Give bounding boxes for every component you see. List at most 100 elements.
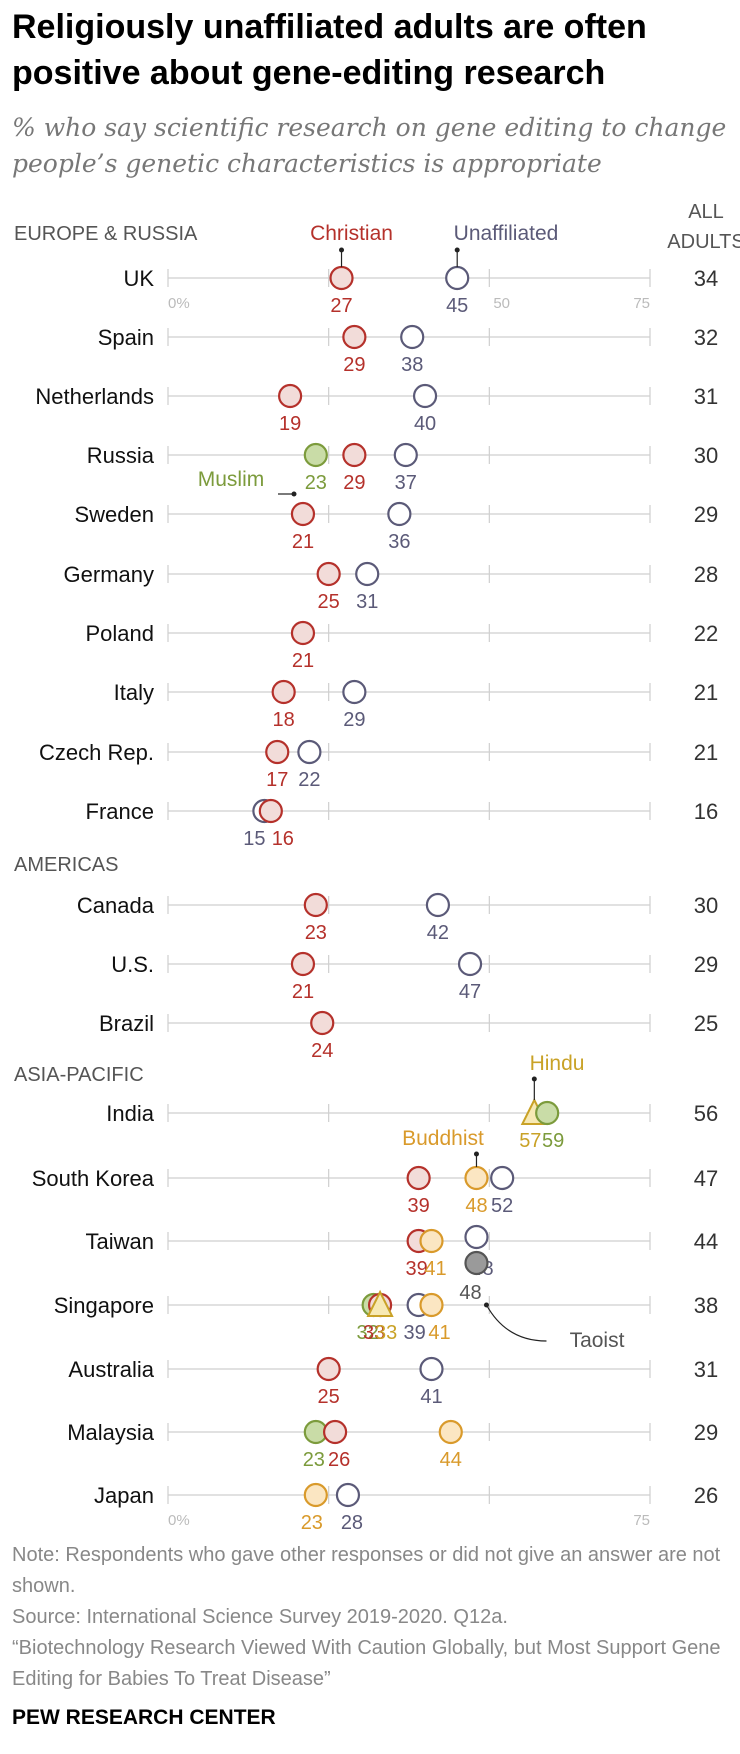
unaffiliated-marker bbox=[387, 501, 412, 527]
row-japan: Japan 26 23 28 0% 75 bbox=[94, 1482, 718, 1534]
christian-marker bbox=[290, 620, 316, 646]
row-india: India 56 57 59 bbox=[106, 1097, 718, 1152]
buddhist-marker bbox=[419, 1228, 444, 1254]
christian-value-label: 25 bbox=[318, 591, 340, 613]
axis-tick-label-50: 50 bbox=[493, 295, 510, 312]
country-label: Czech Rep. bbox=[39, 740, 154, 765]
christian-value-label: 18 bbox=[273, 709, 295, 731]
unaffiliated-marker bbox=[335, 1482, 361, 1508]
row-canada: Canada 30 23 42 bbox=[77, 892, 718, 944]
christian-marker bbox=[322, 1419, 348, 1445]
buddhist-value-label: 48 bbox=[465, 1195, 487, 1217]
all-adults-header-line2: ADULTS bbox=[667, 231, 740, 253]
all-adults-value: 21 bbox=[694, 740, 718, 765]
chart-title: Religiously unaffiliated adults are ofte… bbox=[12, 8, 647, 92]
buddhist-marker bbox=[303, 1482, 328, 1508]
legend-hindu-dot bbox=[531, 1076, 537, 1082]
christian-value-label: 21 bbox=[292, 531, 314, 553]
christian-marker bbox=[258, 798, 283, 824]
buddhist-value-label: 23 bbox=[301, 1512, 323, 1534]
all-adults-value: 29 bbox=[694, 952, 718, 977]
row-italy: Italy 21 18 29 bbox=[114, 679, 718, 731]
row-netherlands: Netherlands 31 19 40 bbox=[35, 383, 718, 435]
buddhist-value-label: 41 bbox=[428, 1322, 450, 1344]
legend-unaffiliated: Unaffiliated bbox=[454, 222, 559, 245]
row-u-s: U.S. 29 21 47 bbox=[111, 951, 718, 1003]
christian-value-label: 29 bbox=[343, 472, 365, 494]
all-adults-value: 30 bbox=[694, 893, 718, 918]
all-adults-value: 32 bbox=[694, 325, 718, 350]
row-malaysia: Malaysia 29 23 26 44 bbox=[67, 1419, 718, 1471]
muslim-marker bbox=[535, 1100, 560, 1126]
country-label: Australia bbox=[68, 1357, 154, 1382]
unaffiliated-value-label: 31 bbox=[356, 591, 378, 613]
taoist-value-label: 48 bbox=[459, 1282, 481, 1304]
buddhist-marker bbox=[438, 1419, 463, 1445]
country-label: Japan bbox=[94, 1483, 154, 1508]
chart-subtitle: % who say scientific research on gene ed… bbox=[12, 113, 727, 178]
source-text: Source: International Science Survey 201… bbox=[12, 1606, 508, 1628]
unaffiliated-value-label: 38 bbox=[401, 354, 423, 376]
muslim-value-label: 23 bbox=[305, 472, 327, 494]
legend-christian-dot bbox=[339, 247, 345, 253]
christian-marker bbox=[310, 1010, 335, 1036]
christian-value-label: 29 bbox=[343, 354, 365, 376]
unaffiliated-value-label: 52 bbox=[491, 1195, 513, 1217]
group-label-asia-pacific: ASIA-PACIFIC bbox=[14, 1064, 144, 1086]
unaffiliated-marker bbox=[419, 1356, 444, 1382]
country-label: Singapore bbox=[54, 1293, 154, 1318]
christian-marker bbox=[303, 892, 328, 918]
legend-muslim: Muslim bbox=[198, 468, 265, 491]
country-label: Russia bbox=[87, 443, 155, 468]
row-australia: Australia 31 25 41 bbox=[68, 1356, 718, 1408]
all-adults-value: 56 bbox=[694, 1101, 718, 1126]
all-adults-value: 44 bbox=[694, 1229, 718, 1254]
row-spain: Spain 32 29 38 bbox=[98, 324, 718, 376]
christian-marker bbox=[271, 679, 296, 705]
unaffiliated-marker bbox=[297, 739, 322, 765]
note-text: Note: Respondents who gave other respons… bbox=[12, 1544, 721, 1597]
christian-marker bbox=[329, 265, 354, 291]
christian-value-label: 21 bbox=[292, 650, 314, 672]
country-label: Brazil bbox=[99, 1011, 154, 1036]
christian-value-label: 27 bbox=[330, 295, 352, 317]
row-czech-rep: Czech Rep. 21 17 22 bbox=[39, 739, 718, 791]
legend-buddhist-dot bbox=[473, 1151, 479, 1157]
unaffiliated-marker bbox=[457, 951, 483, 977]
all-adults-value: 31 bbox=[694, 1357, 718, 1382]
footnotes: Note: Respondents who gave other respons… bbox=[12, 1540, 728, 1695]
axis-tick-label-0: 0% bbox=[168, 295, 190, 312]
country-label: Poland bbox=[85, 621, 154, 646]
christian-value-label: 25 bbox=[318, 1386, 340, 1408]
unaffiliated-value-label: 40 bbox=[414, 413, 436, 435]
christian-marker bbox=[278, 383, 303, 409]
muslim-value-label: 32 bbox=[357, 1322, 379, 1344]
christian-value-label: 21 bbox=[292, 981, 314, 1003]
christian-marker bbox=[265, 739, 290, 765]
unaffiliated-marker bbox=[393, 442, 418, 468]
all-adults-value: 47 bbox=[694, 1166, 718, 1191]
country-label: Netherlands bbox=[35, 384, 154, 409]
unaffiliated-value-label: 41 bbox=[420, 1386, 442, 1408]
legend-hindu: Hindu bbox=[530, 1052, 585, 1075]
report-title-text: “Biotechnology Research Viewed With Caut… bbox=[12, 1637, 721, 1690]
christian-value-label: 39 bbox=[406, 1258, 428, 1280]
country-label: India bbox=[106, 1101, 154, 1126]
unaffiliated-value-label: 28 bbox=[341, 1512, 363, 1534]
christian-value-label: 39 bbox=[408, 1195, 430, 1217]
muslim-value-label: 59 bbox=[542, 1130, 564, 1152]
legend-unaffiliated-dot bbox=[454, 247, 460, 253]
unaffiliated-marker bbox=[464, 1224, 489, 1250]
row-south-korea: South Korea 47 39 48 52 bbox=[32, 1165, 718, 1217]
buddhist-value-label: 41 bbox=[424, 1258, 446, 1280]
country-label: U.S. bbox=[111, 952, 154, 977]
christian-value-label: 17 bbox=[266, 769, 288, 791]
country-label: Taiwan bbox=[86, 1229, 154, 1254]
unaffiliated-marker bbox=[400, 324, 425, 350]
christian-marker bbox=[290, 501, 316, 527]
country-label: South Korea bbox=[32, 1166, 155, 1191]
all-adults-value: 16 bbox=[694, 799, 718, 824]
buddhist-marker bbox=[419, 1292, 444, 1318]
christian-value-label: 23 bbox=[305, 922, 327, 944]
